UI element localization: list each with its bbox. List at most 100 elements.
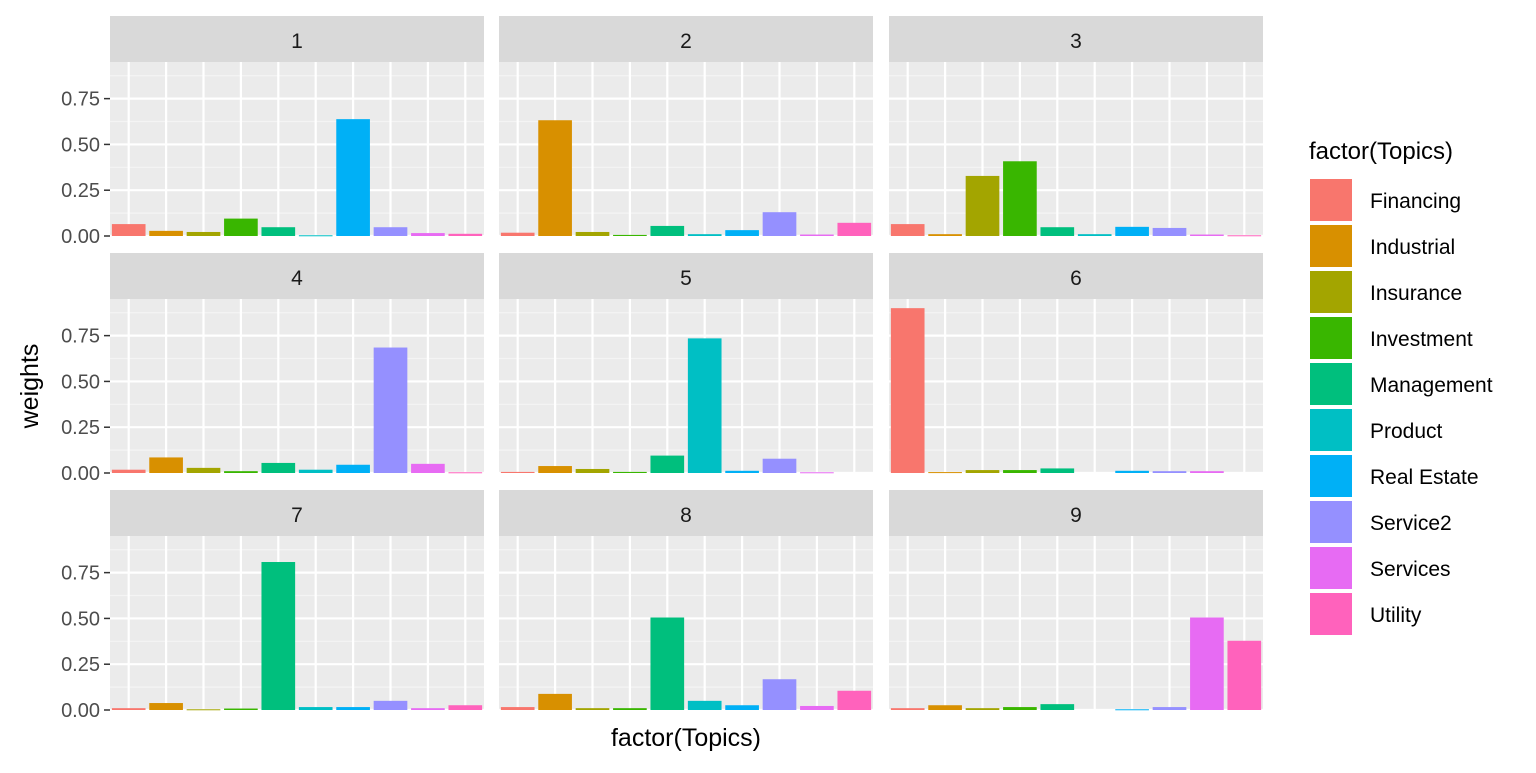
bar-management-panel-6 — [1040, 468, 1075, 473]
legend-key — [1310, 593, 1352, 635]
bar-real-estate-panel-2 — [725, 230, 759, 236]
legend-items: Financing Industrial Insurance Investment Ma… — [1310, 179, 1493, 635]
bar-real-estate-panel-8 — [725, 705, 759, 710]
y-axis-title: weights — [16, 344, 44, 430]
legend-key — [1310, 363, 1352, 405]
facet-strip-label: 2 — [680, 30, 692, 53]
bar-financing-panel-5 — [500, 471, 535, 473]
bar-service2-panel-6 — [1152, 471, 1187, 473]
bar-product-panel-7 — [298, 707, 333, 710]
bar-utility-panel-3 — [1227, 235, 1262, 237]
facet-strip-label: 3 — [1070, 30, 1082, 53]
facet-strip — [889, 253, 1263, 299]
bar-services-panel-3 — [1190, 234, 1224, 236]
facet-panel-3: 3 — [889, 16, 1263, 238]
axes-layer: 0.00 0.25 0.50 0.75 0.00 0.25 0.50 0.75 0.00 0.25… — [61, 89, 110, 722]
panel-background — [499, 536, 873, 710]
legend-key — [1310, 317, 1352, 359]
facet-strip — [889, 16, 1263, 62]
bar-investment-panel-2 — [613, 234, 647, 236]
bar-financing-panel-4 — [111, 469, 146, 473]
bar-real-estate-panel-9 — [1115, 709, 1149, 711]
bar-service2-panel-9 — [1152, 707, 1187, 710]
panels-layer: 1 2 3 4 5 6 7 8 9 — [110, 16, 1263, 712]
bar-services-panel-1 — [411, 233, 445, 236]
bar-management-panel-2 — [650, 225, 685, 236]
bar-real-estate-panel-6 — [1115, 470, 1149, 473]
bar-management-panel-9 — [1040, 704, 1075, 710]
bar-industrial-panel-5 — [538, 466, 572, 473]
y-tick-label: 0.25 — [61, 417, 100, 439]
bar-utility-panel-2 — [837, 222, 872, 236]
y-tick-label: 0.50 — [61, 608, 100, 630]
bar-utility-panel-9 — [1227, 640, 1262, 710]
bar-service2-panel-4 — [373, 347, 408, 473]
bar-product-panel-1 — [298, 235, 333, 237]
legend-key — [1310, 409, 1352, 451]
facet-strip-label: 9 — [1070, 504, 1082, 527]
legend-item-service2: Service2 — [1310, 501, 1452, 543]
bar-financing-panel-3 — [890, 224, 925, 236]
y-tick-label: 0.00 — [61, 226, 100, 248]
facet-panel-7: 7 — [110, 490, 484, 712]
facet-strip-label: 7 — [291, 504, 303, 527]
facet-panel-2: 2 — [499, 16, 873, 238]
bar-real-estate-panel-4 — [336, 464, 370, 473]
bar-industrial-panel-3 — [928, 234, 962, 236]
bar-financing-panel-9 — [890, 708, 925, 710]
panel-background — [110, 536, 484, 710]
bar-services-panel-8 — [800, 705, 834, 710]
bar-services-panel-4 — [411, 463, 445, 473]
y-tick-label: 0.00 — [61, 700, 100, 722]
y-tick-label: 0.75 — [61, 563, 100, 585]
legend-label: Service2 — [1370, 512, 1452, 535]
bar-industrial-panel-4 — [149, 457, 183, 473]
bar-industrial-panel-7 — [149, 703, 183, 710]
bar-financing-panel-7 — [111, 708, 146, 710]
bar-industrial-panel-9 — [928, 705, 962, 710]
bar-insurance-panel-5 — [575, 468, 610, 473]
panel-background — [889, 62, 1263, 236]
legend-label: Utility — [1370, 604, 1422, 627]
bar-product-panel-2 — [687, 234, 722, 236]
facet-strip — [110, 490, 484, 536]
bar-investment-panel-8 — [613, 708, 647, 710]
bar-insurance-panel-3 — [965, 175, 1000, 236]
bar-insurance-panel-9 — [965, 708, 1000, 710]
bar-investment-panel-7 — [224, 708, 258, 710]
legend-key — [1310, 547, 1352, 589]
bar-financing-panel-6 — [890, 308, 925, 473]
bar-service2-panel-1 — [373, 227, 408, 236]
legend-label: Product — [1370, 420, 1443, 443]
bar-insurance-panel-7 — [186, 709, 221, 711]
facet-panel-8: 8 — [499, 490, 873, 712]
legend-label: Insurance — [1370, 282, 1462, 305]
panel-background — [110, 299, 484, 473]
panel-background — [110, 62, 484, 236]
facet-strip — [499, 253, 873, 299]
facet-strip-label: 1 — [291, 30, 303, 53]
bar-utility-panel-1 — [448, 233, 483, 236]
bar-industrial-panel-8 — [538, 693, 572, 710]
bar-service2-panel-3 — [1152, 227, 1187, 236]
bar-services-panel-7 — [411, 708, 445, 710]
bar-investment-panel-5 — [613, 471, 647, 473]
facet-panel-9: 9 — [889, 490, 1263, 712]
bar-services-panel-9 — [1190, 617, 1224, 710]
legend-item-services: Services — [1310, 547, 1451, 589]
legend-key — [1310, 225, 1352, 267]
facet-strip — [889, 490, 1263, 536]
legend-item-utility: Utility — [1310, 593, 1422, 635]
bar-management-panel-3 — [1040, 227, 1075, 236]
bar-management-panel-8 — [650, 617, 685, 710]
facet-panel-4: 4 — [110, 253, 484, 475]
legend-label: Management — [1370, 374, 1493, 397]
bar-investment-panel-4 — [224, 471, 258, 473]
facet-strip-label: 5 — [680, 267, 692, 290]
bar-utility-panel-8 — [837, 690, 872, 710]
bar-financing-panel-8 — [500, 707, 535, 710]
bar-insurance-panel-2 — [575, 231, 610, 236]
bar-insurance-panel-6 — [965, 470, 1000, 473]
